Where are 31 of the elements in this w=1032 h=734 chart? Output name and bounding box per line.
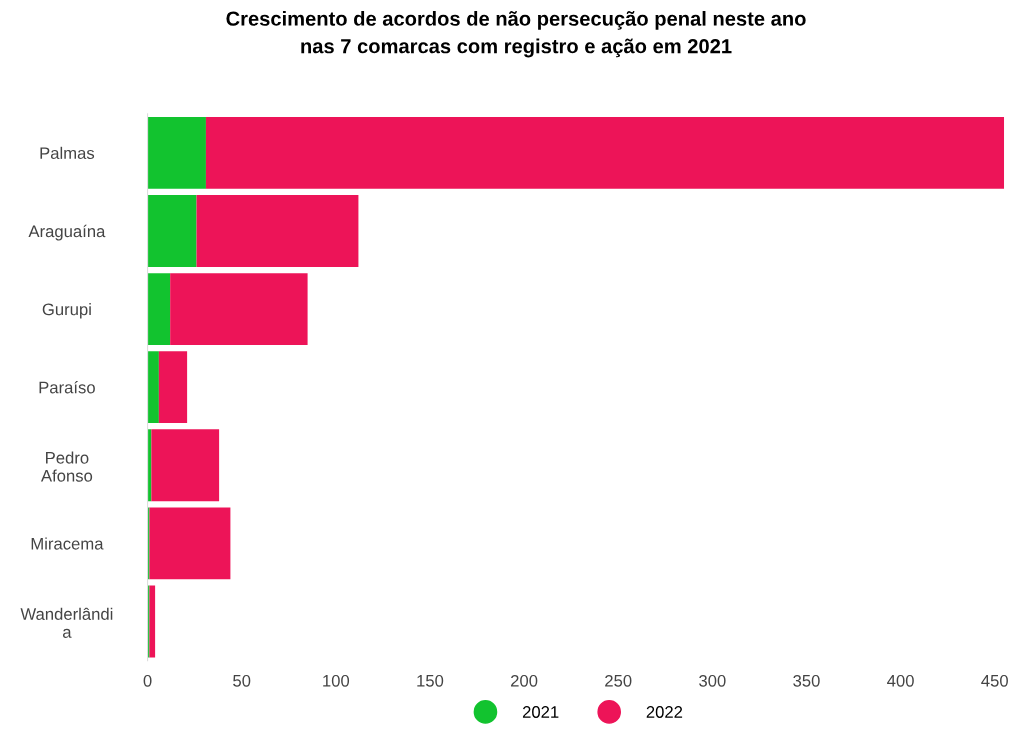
x-tick-label: 100 [323, 674, 350, 687]
x-tick-label: 300 [699, 674, 726, 687]
bar [147, 116, 206, 189]
bar [158, 351, 188, 424]
x-tick-label: 400 [887, 674, 914, 687]
bar [170, 273, 308, 345]
bar [205, 116, 1005, 189]
y-tick-label: Paraíso [39, 380, 95, 394]
bar [149, 507, 231, 580]
y-tick-label: Palmas [40, 146, 95, 160]
x-tick-label: 350 [793, 674, 820, 687]
y-tick-label: Miracema [31, 537, 104, 550]
legend-label: 2021 [522, 706, 559, 718]
x-tick-label: 450 [981, 674, 1008, 687]
bar [147, 195, 197, 267]
y-tick-label: Pedro Afonso [40, 451, 93, 482]
bar [151, 429, 220, 502]
bar [147, 351, 159, 424]
chart-title: Crescimento de acordos de não persecução penal neste ano nas 7 comarcas com registro e ação em 2021 [226, 11, 806, 58]
legend-label: 2022 [646, 706, 683, 718]
x-tick-label: 150 [417, 674, 444, 687]
y-tick-label: Gurupi [42, 303, 91, 319]
bar [147, 273, 171, 345]
y-tick-label: Wanderlândi a [20, 607, 113, 638]
bar [196, 195, 359, 267]
bar [149, 585, 156, 658]
x-tick-label: 0 [143, 674, 152, 687]
x-tick-label: 50 [233, 674, 251, 687]
x-tick-label: 250 [605, 674, 632, 687]
y-tick-label: Araguaína [28, 224, 106, 241]
x-tick-label: 200 [511, 674, 538, 687]
